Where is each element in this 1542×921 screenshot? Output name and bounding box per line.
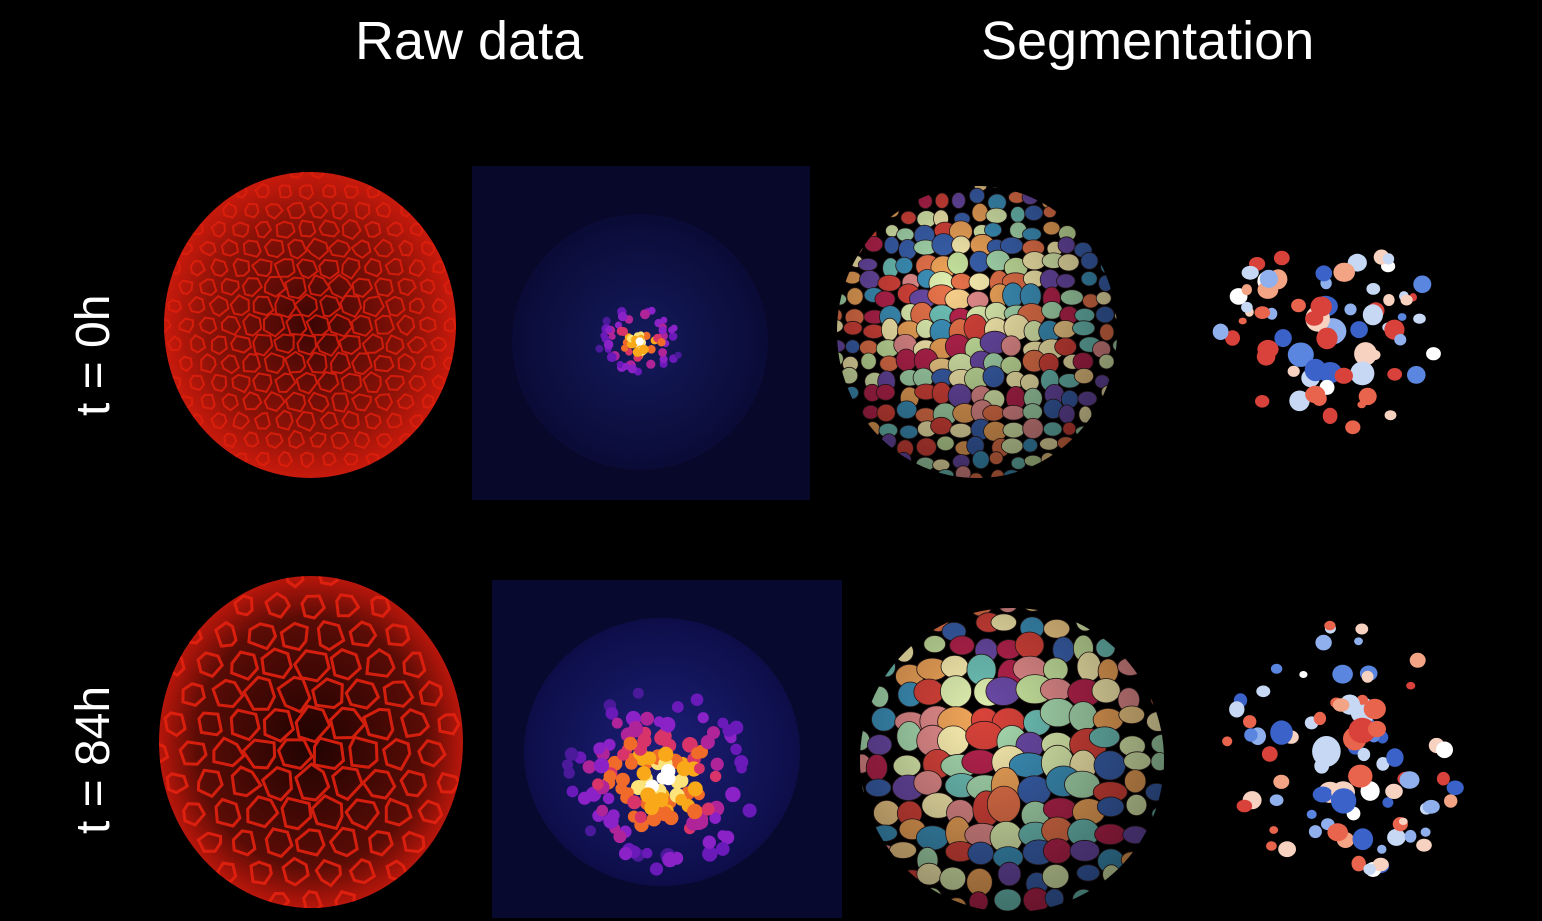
raw-nuclei-t84-image xyxy=(492,580,842,918)
row-label-t0: t = 0h xyxy=(67,294,120,416)
segmented-nuclei-t84 xyxy=(1222,620,1464,877)
segmentation-nuclei-t84-image xyxy=(1222,618,1472,890)
segmentation-3d-t84-image xyxy=(858,606,1166,914)
raw-nuclei-t0-image xyxy=(472,166,810,500)
segmented-sphere-t0 xyxy=(837,186,1117,478)
column-title-segmentation: Segmentation xyxy=(981,11,1315,71)
nuclei-stack-t84 xyxy=(492,580,842,918)
segmentation-nuclei-t0-image xyxy=(1212,222,1452,444)
segmented-sphere-t84 xyxy=(860,608,1164,912)
segmentation-3d-t0-image xyxy=(835,184,1120,479)
column-title-raw: Raw data xyxy=(355,11,584,71)
row-label-t84: t = 84h xyxy=(67,685,120,834)
raw-membrane-t84-image xyxy=(155,572,467,912)
raw-membrane-t0-image xyxy=(160,168,460,482)
nuclei-stack-t0 xyxy=(472,166,810,500)
segmented-nuclei-t0 xyxy=(1212,249,1441,435)
membrane-sphere-t0 xyxy=(164,172,456,478)
membrane-sphere-t84 xyxy=(159,576,463,908)
